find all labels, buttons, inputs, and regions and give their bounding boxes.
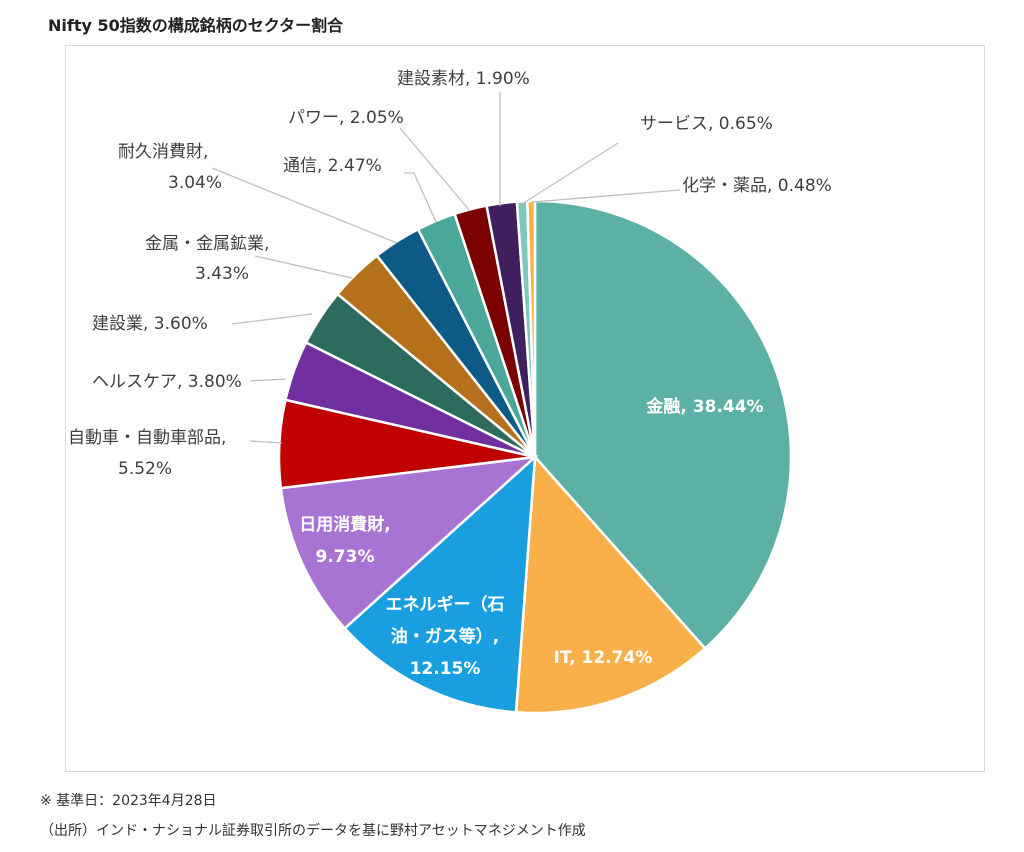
leader-line <box>531 189 681 203</box>
slice-label: 耐久消費財, 3.04% <box>118 142 222 193</box>
leader-line <box>254 255 353 279</box>
slice-label: 金融, 38.44% <box>645 396 763 417</box>
chart-title: Nifty 50指数の構成銘柄のセクター割合 <box>48 16 344 35</box>
slice-label: 建設素材, 1.90% <box>397 69 530 89</box>
pie-slice <box>514 453 707 715</box>
leader-line <box>211 167 398 244</box>
leader-line <box>249 440 283 444</box>
slice-label: ヘルスケア, 3.80% <box>92 372 242 392</box>
chart-frame <box>65 45 985 772</box>
pie-slice <box>343 453 537 714</box>
source-note: （出所）インド・ナショナル証券取引所のデータを基に野村アセットマネジメント作成 <box>40 823 586 839</box>
slice-label: 日用消費財, 9.73% <box>299 514 390 567</box>
slice-label: IT, 12.74% <box>554 648 653 668</box>
pie-slice <box>533 199 793 651</box>
slice-label: 自動車・自動車部品, 5.52% <box>68 428 226 479</box>
leader-line <box>231 313 313 325</box>
slice-label: サービス, 0.65% <box>640 114 773 134</box>
slice-label: 通信, 2.47% <box>283 156 382 176</box>
slice-label: 金属・金属鉱業, 3.43% <box>145 234 269 284</box>
leader-line <box>521 142 619 205</box>
leader-line <box>399 127 471 212</box>
slice-label: 化学・薬品, 0.48% <box>682 176 832 196</box>
leader-line <box>404 172 437 223</box>
slice-label: 建設業, 3.60% <box>92 314 208 334</box>
pie-slice <box>279 455 539 631</box>
base-date-note: ※ 基準日：2023年4月28日 <box>40 793 217 809</box>
leader-line <box>249 378 287 382</box>
slice-label: エネルギー（石油・ガス等）, 12.15% <box>386 594 505 679</box>
slice-label: パワー, 2.05% <box>288 108 404 128</box>
